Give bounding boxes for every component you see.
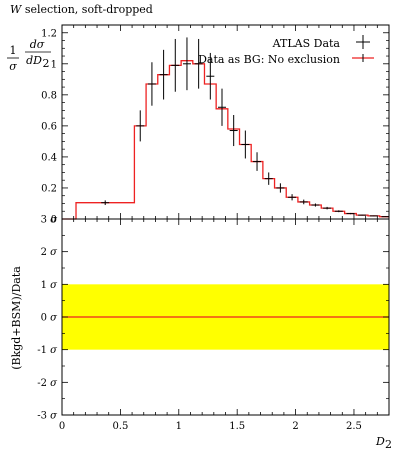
data-point: [346, 212, 355, 215]
data-point: [253, 152, 262, 171]
xlabel-sub: 2: [385, 438, 392, 450]
ratio-y-tick-label: 2 σ: [41, 247, 59, 258]
data-point: [147, 62, 156, 106]
x-axis-label: D 2: [375, 435, 392, 450]
ratio-y-axis-label: (Bkgd+BSM)/Data: [10, 266, 23, 370]
ratio-y-tick-sigma: σ: [50, 313, 58, 324]
x-tick-label: 2.5: [346, 421, 362, 432]
data-point: [229, 115, 238, 147]
x-tick-label: 0: [59, 421, 65, 432]
ratio-y-tick-number: 2: [41, 247, 51, 258]
ratio-panel: 0 0.5 1 1.5 2 2.5-3 σ-2 σ-1 σ0 σ1 σ2 σ3 σ: [37, 215, 390, 432]
y-tick-label: 0.8: [41, 90, 57, 101]
x-tick-label: 2: [292, 421, 298, 432]
data-point: [194, 38, 203, 89]
data-point: [381, 216, 390, 218]
y-tick-label: 1.2: [41, 28, 57, 39]
ratio-y-tick-sigma: σ: [50, 247, 58, 258]
ratio-y-tick-sigma: σ: [50, 411, 58, 422]
y-tick-label: 0.2: [41, 183, 57, 194]
legend: ATLAS Data Data as BG: No exclusion: [198, 35, 374, 66]
data-point: [369, 215, 378, 217]
main-panel: 0 0.2 0.4 0.6 0.8 1 1.2 ATLAS Data Data as BG: N…: [41, 24, 390, 226]
data-point: [323, 206, 332, 210]
y-tick-label: 1: [51, 59, 57, 70]
data-point: [136, 110, 145, 142]
data-point: [358, 214, 367, 216]
ratio-y-tick-number: -1: [37, 345, 50, 356]
data-point: [334, 210, 343, 213]
ratio-y-tick-sigma: σ: [50, 378, 58, 389]
data-point: [299, 199, 308, 205]
ratio-y-tick-number: -2: [37, 378, 50, 389]
ylabel-frac2-den: dD: [26, 54, 42, 67]
ratio-y-tick-number: 0: [41, 313, 51, 324]
ratio-y-tick-sigma: σ: [50, 345, 58, 356]
ratio-y-tick-label: -3 σ: [37, 411, 58, 422]
ratio-y-tick-label: 1 σ: [41, 280, 59, 291]
data-point: [241, 130, 250, 159]
y-tick-label: 0.6: [41, 121, 57, 132]
xlabel-main: D: [375, 435, 385, 448]
legend-label-model: Data as BG: No exclusion: [198, 53, 340, 66]
y-tick-label: 0.4: [41, 152, 57, 163]
ratio-y-tick-label: 0 σ: [41, 313, 59, 324]
ratio-y-tick-sigma: σ: [50, 215, 58, 226]
data-point: [182, 37, 191, 91]
ylabel-frac1-num: 1: [10, 44, 17, 57]
ylabel-frac2-den-sub: 2: [43, 57, 50, 70]
data-point: [217, 88, 226, 126]
model-histogram-line: [62, 60, 389, 220]
title-rest: selection, soft-dropped: [25, 3, 153, 16]
ratio-y-tick-number: 1: [41, 280, 51, 291]
ratio-y-tick-label: -2 σ: [37, 378, 58, 389]
data-point: [311, 203, 320, 207]
data-point: [159, 49, 168, 100]
data-point: [101, 200, 110, 206]
data-point: [276, 183, 285, 193]
data-point: [206, 52, 215, 100]
ratio-y-tick-label: 3 σ: [41, 215, 59, 226]
ratio-y-tick-sigma: σ: [50, 280, 58, 291]
ratio-y-tick-label: -1 σ: [37, 345, 58, 356]
ylabel-frac1-den: σ: [9, 60, 17, 73]
data-point: [288, 194, 297, 201]
chart-title: W selection, soft-dropped: [10, 3, 153, 16]
data-point: [264, 172, 273, 185]
data-point: [171, 38, 180, 92]
title-italic: W: [10, 3, 23, 16]
ratio-y-tick-number: 3: [41, 215, 51, 226]
ratio-y-tick-number: -3: [37, 411, 50, 422]
legend-label-data: ATLAS Data: [272, 37, 341, 50]
ylabel-frac2-num: dσ: [30, 38, 45, 51]
y-tick-label: 0: [51, 215, 57, 226]
x-tick-label: 1: [176, 421, 182, 432]
main-y-axis-label: 1 σ dσ dD 2: [7, 38, 51, 73]
x-tick-label: 1.5: [229, 421, 245, 432]
x-tick-label: 0.5: [112, 421, 128, 432]
